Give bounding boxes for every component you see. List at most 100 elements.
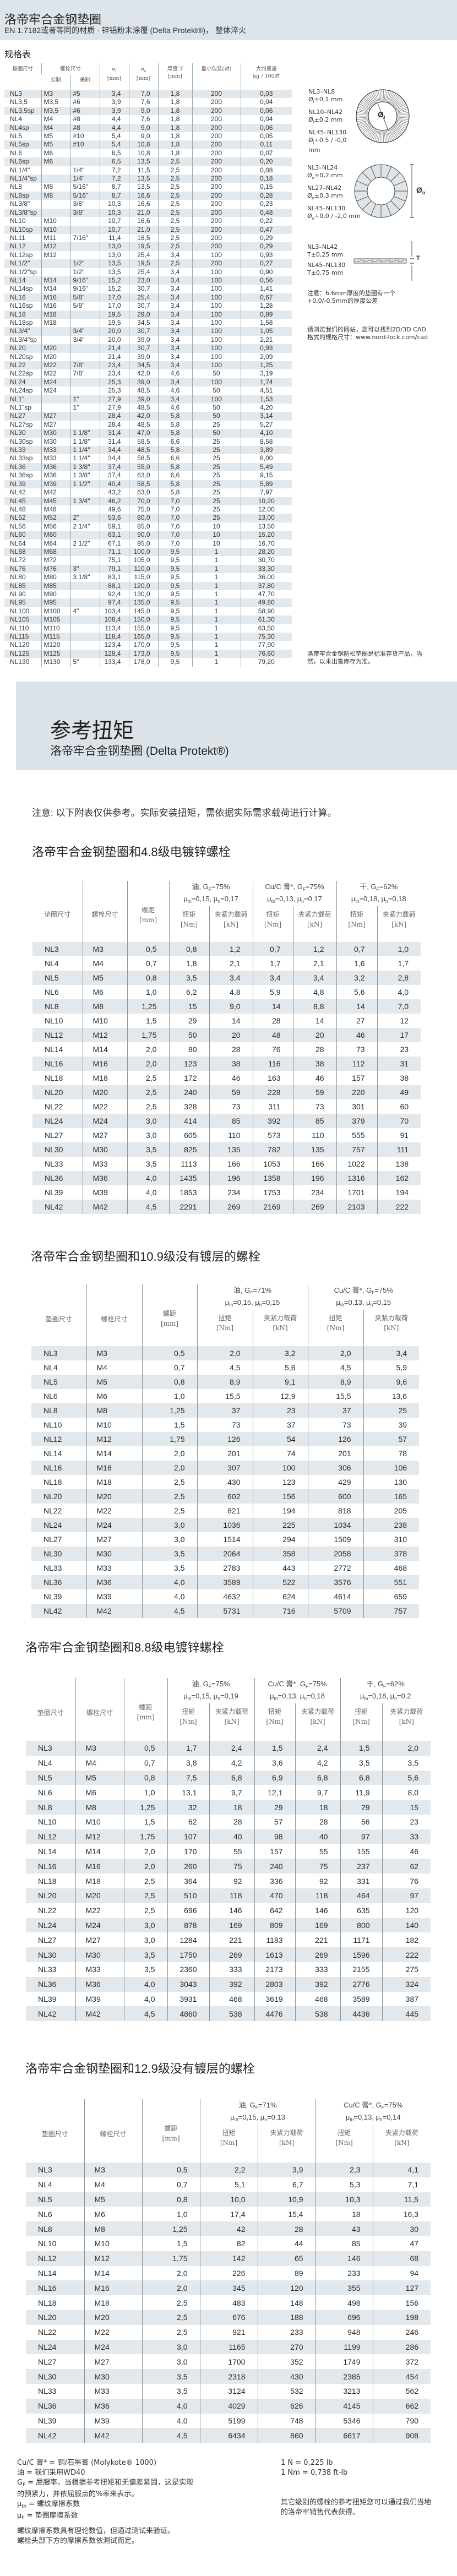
cell-load: 78 [363, 1446, 420, 1461]
cell-bolt: M12 [86, 1432, 142, 1446]
load-label: 夹紧力载荷 [270, 2129, 303, 2137]
cell-bolt: M12 [84, 2251, 142, 2266]
cell-load: 387 [382, 1991, 431, 2007]
cell-min-pack: 1 [192, 616, 241, 624]
cell-load: 60 [377, 1099, 421, 1114]
group-friction: μth=0,15, μh=0,15 [225, 1298, 280, 1308]
cell-torque: 8,9 [197, 1375, 253, 1389]
cell-torque: 5199 [199, 2413, 258, 2428]
cell-pitch: 4,0 [127, 1171, 169, 1185]
torque-row: NL16 M16 2,0 307 100 306 106 [31, 1461, 420, 1475]
cell-metric-bolt: M8 [41, 183, 70, 192]
torque-row: NL18 M18 2,5 483 148 498 156 [26, 2295, 431, 2310]
cell-torque: 1165 [199, 2339, 258, 2355]
spec-heading: 规格表 [4, 50, 31, 59]
cell-washer: NL27 [38, 1935, 57, 1945]
serration-tick [357, 120, 369, 124]
cell-torque: 4436 [340, 2006, 383, 2022]
cell-us-bolt: 1" [70, 395, 100, 404]
spec-row: NL3,5 M3,5 #6 3,9 7,6 1,8 200 0,04 [4, 98, 292, 107]
cell-us-bolt: 1 3/8" [70, 471, 100, 480]
cell-weight: 0,06 [240, 123, 292, 133]
cell-weight: 0,04 [240, 98, 292, 107]
cell-torque: 43 [315, 2221, 373, 2236]
cell-load: 358 [252, 1546, 308, 1561]
cell-us-bolt [70, 624, 100, 633]
cell-pitch: 1,5 [142, 1418, 197, 1432]
cell-weight: 58,90 [240, 607, 292, 616]
cell-torque: 37 [307, 1403, 364, 1418]
serration-tick [366, 95, 374, 105]
torque-row: NL39 M39 4,0 4632 624 4614 659 [31, 1589, 420, 1604]
col-torque: 扭矩 [Nm] [168, 906, 209, 942]
cell-outer-diameter: 130,0 [128, 590, 159, 599]
tolerance-range: NL10–NL42 [308, 108, 343, 116]
cell-load: 269 [295, 1947, 341, 1962]
cam-segment [393, 181, 406, 186]
serration-tick [390, 128, 398, 138]
cell-load: 46 [382, 1844, 431, 1859]
cell-outer-diameter: 135,0 [128, 598, 159, 607]
cell-washer-size: NL1" [4, 395, 41, 404]
cell-torque: 142 [199, 2251, 258, 2266]
cell-load: 6,8 [295, 1770, 341, 1785]
torque-table-title: 洛帝牢合金钢垫圈和12.9级没有镀层的螺栓 [25, 2062, 255, 2076]
torque-unit: [Nm] [216, 1324, 234, 1332]
cell-pitch: 2,5 [127, 1099, 169, 1114]
cell-inner-diameter: 8,7 [99, 183, 129, 192]
cell-load: 659 [363, 1589, 420, 1604]
cell-inner-diameter: 20,0 [99, 335, 129, 345]
torque-row: NL42 M42 4,5 5731 716 5709 757 [31, 1604, 420, 1618]
cell-inner-diameter: 19,5 [99, 310, 129, 319]
cell-torque: 5346 [315, 2413, 373, 2428]
cell-bolt: M42 [82, 1200, 127, 1214]
col-pitch: 螺距 [mm] [142, 2099, 200, 2163]
cell-us-bolt [70, 531, 100, 540]
di-unit: [mm] [107, 75, 122, 81]
cell-bolt: M16 [84, 2280, 142, 2296]
spec-row: NL1/2"sp 1/2" 13,5 25,4 3,4 100 0,90 [4, 268, 292, 276]
stock-line: 洛帝牢合金钢防松垫圈是标准存货产品，当 [307, 650, 422, 657]
cell-us-bolt: 7/8" [70, 361, 100, 370]
cell-inner-diameter: 3,9 [99, 106, 129, 116]
cell-washer-size: NL95 [4, 598, 41, 607]
cell-load: 76 [382, 1874, 431, 1888]
cell-inner-diameter: 10,3 [99, 200, 129, 209]
cell-pitch: 2,5 [142, 1489, 197, 1504]
footnote-line: 油 = 我们采用WD40 [17, 2469, 85, 2477]
cell-load: 269 [209, 1947, 255, 1962]
cell-torque: 1034 [307, 1518, 364, 1532]
cell-torque: 483 [199, 2295, 258, 2310]
washer-thickness-diagram [353, 241, 414, 281]
cell-thickness: 2,5 [157, 157, 193, 166]
serration-tick [363, 98, 372, 106]
footnote-line: μh = 垫圈摩擦系数 [17, 2512, 78, 2520]
cell-pitch: 2,5 [142, 1504, 197, 1518]
cell-load: 14 [209, 1014, 253, 1028]
cell-torque: 1509 [307, 1532, 364, 1546]
cell-load: 15 [382, 1800, 431, 1815]
cell-torque: 237 [340, 1859, 383, 1874]
cell-load: 234 [209, 1185, 253, 1200]
cell-bolt: M18 [84, 2295, 142, 2310]
cell-metric-bolt [41, 395, 70, 404]
cell-min-pack: 10 [192, 522, 241, 531]
cell-torque: 48 [252, 1028, 293, 1042]
col-pitch: 螺距 [mm] [123, 1678, 167, 1741]
cell-pitch: 4,0 [142, 1589, 197, 1604]
cell-washer: NL3 [26, 2163, 84, 2177]
cell-outer-diameter: 10,8 [128, 149, 159, 158]
group-friction: μth=0,13, μh=0,18 [270, 1692, 325, 1701]
cell-outer-diameter: 25,4 [128, 268, 159, 276]
cell-load: 1,7 [377, 956, 421, 971]
cell-pitch: 0,7 [142, 2177, 200, 2192]
cell-weight: 8,58 [240, 437, 292, 446]
cell-us-bolt [70, 352, 100, 361]
cell-us-bolt: 3 1/8" [70, 573, 100, 582]
torque-row: NL12 M12 1,75 126 54 126 57 [31, 1432, 420, 1446]
cell-metric-bolt: M3,5 [41, 98, 70, 107]
cell-load: 57 [363, 1432, 420, 1446]
cell-washer-size: NL18 [4, 310, 41, 319]
torque-row: NL22 M22 2,5 328 73 311 73 301 60 [32, 1099, 421, 1114]
cell-load: 6,8 [209, 1770, 255, 1785]
